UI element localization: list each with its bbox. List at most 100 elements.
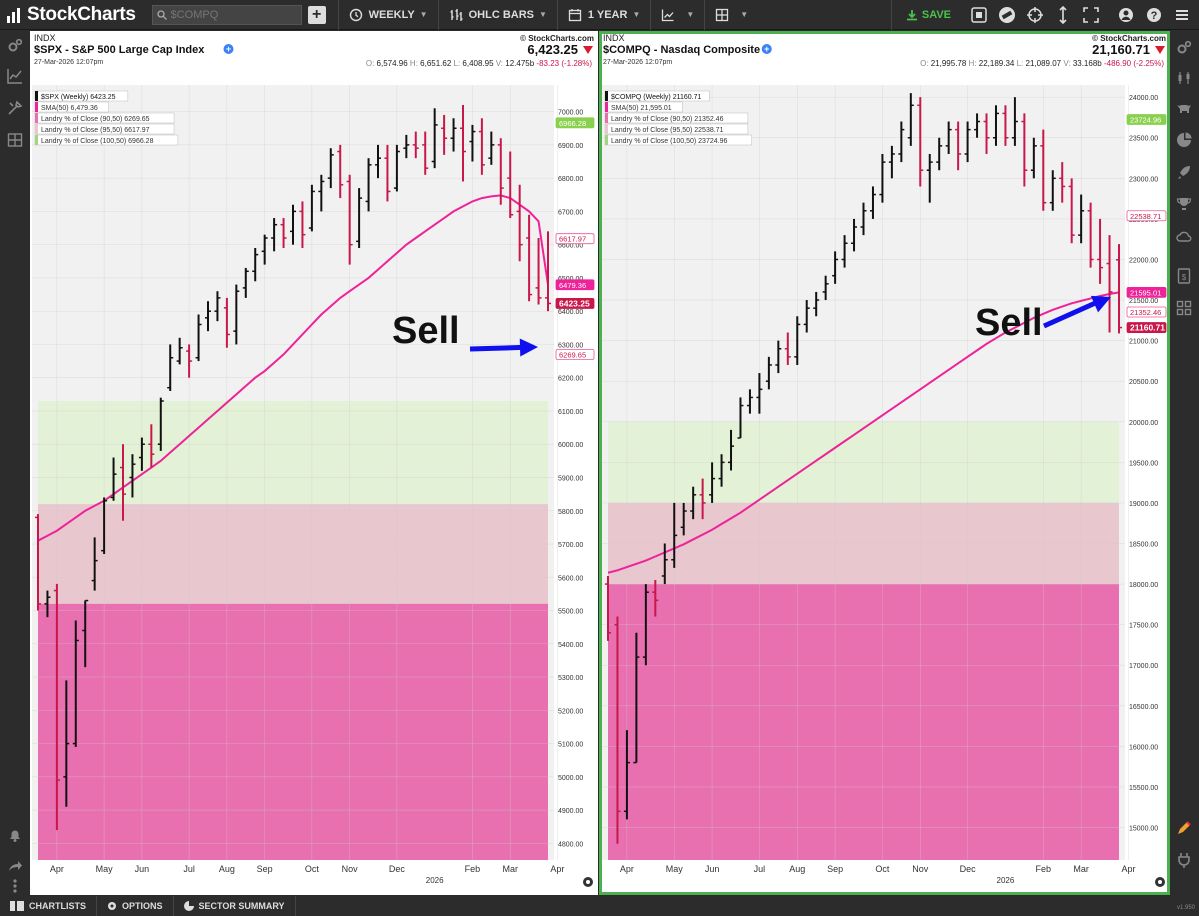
y-tick-label: 22000.00 <box>1129 257 1158 264</box>
x-tick-label: Jul <box>754 864 766 874</box>
plug-icon[interactable] <box>1176 852 1192 868</box>
ohlc-bar <box>775 340 782 374</box>
year-label: 2026 <box>997 876 1015 885</box>
sector-summary-button[interactable]: SECTOR SUMMARY <box>174 896 296 916</box>
menu-icon[interactable] <box>1171 4 1193 26</box>
period-dropdown[interactable]: WEEKLY ▼ <box>337 0 438 30</box>
indicators-dropdown[interactable]: ▼ <box>650 0 704 30</box>
help-icon[interactable]: ? <box>1143 4 1165 26</box>
apps-icon[interactable] <box>1176 300 1192 316</box>
layout-dropdown[interactable]: ▼ <box>704 0 758 30</box>
legend-swatch <box>605 124 608 134</box>
ohlc-bar <box>82 599 89 668</box>
trophy-icon[interactable] <box>1176 196 1192 212</box>
chart-settings-icon <box>1155 877 1165 887</box>
gears-icon[interactable] <box>7 38 23 54</box>
tools-icon[interactable] <box>7 100 23 116</box>
y-tick-label: 6300.00 <box>558 342 583 349</box>
price-tag: 23724.96 <box>1126 114 1167 125</box>
zoom-fit-icon[interactable] <box>968 4 990 26</box>
stat-key: O: <box>920 59 931 68</box>
ohlc-bar <box>72 620 79 747</box>
gears-icon[interactable] <box>1176 40 1192 56</box>
candlestick-icon[interactable] <box>1176 70 1192 86</box>
y-tick-label: 5300.00 <box>558 675 583 682</box>
ohlc-bar <box>737 397 744 439</box>
price-tag-box <box>555 279 595 291</box>
add-symbol-button[interactable]: + <box>307 5 326 24</box>
pen-color-icon[interactable] <box>1176 820 1192 836</box>
ohlc-bar <box>955 121 962 171</box>
price-tag-box <box>555 117 595 129</box>
pie-chart-icon <box>183 901 194 911</box>
spx-chart-panel[interactable]: INDX © StockCharts.com $SPX - S&P 500 Larg… <box>30 31 598 895</box>
chart-type-dropdown[interactable]: OHLC BARS ▼ <box>437 0 557 30</box>
search-input[interactable] <box>170 8 291 21</box>
cloud-icon[interactable] <box>1176 228 1192 244</box>
logo[interactable]: StockCharts <box>0 0 144 30</box>
user-icon[interactable] <box>1115 4 1137 26</box>
sell-arrow-head <box>1090 295 1111 313</box>
price-tag: 6617.97 <box>555 233 595 245</box>
symbol-search[interactable] <box>151 4 302 25</box>
crosshair-icon[interactable] <box>1024 4 1046 26</box>
y-tick-label: 20500.00 <box>1129 379 1158 386</box>
ohlc-bar <box>992 105 999 146</box>
ohlc-bar <box>91 537 98 591</box>
range-dropdown[interactable]: 1 YEAR ▼ <box>556 0 650 30</box>
pie-chart-icon[interactable] <box>1176 132 1192 148</box>
rocket-icon[interactable] <box>1176 164 1192 180</box>
price-tag: 6966.28 <box>555 117 595 129</box>
compq-chart[interactable]: INDX © StockCharts.com $COMPQ - Nasdaq Com… <box>599 31 1170 895</box>
y-tick-label: 5600.00 <box>558 575 583 582</box>
chartlists-button[interactable]: CHARTLISTS <box>0 896 97 916</box>
bull-icon[interactable] <box>1176 100 1192 116</box>
legend-entry: Landry % of Close (95,50) 6617.97 <box>41 127 150 134</box>
spx-chart[interactable]: INDX © StockCharts.com $SPX - S&P 500 Larg… <box>30 31 598 895</box>
fullscreen-icon[interactable] <box>1080 4 1102 26</box>
chart-area-icon[interactable] <box>7 68 23 84</box>
y-tick-label: 6100.00 <box>558 409 583 416</box>
ohlc-bar <box>120 444 126 521</box>
sell-arrow-shaft <box>1042 299 1101 329</box>
ohlc-bar <box>35 514 41 611</box>
y-tick-label: 21000.00 <box>1129 339 1158 346</box>
ohlc-bar <box>1059 162 1066 203</box>
x-tick-label: Dec <box>960 864 977 874</box>
y-tick-label: 6700.00 <box>558 209 583 216</box>
year-label: 2026 <box>426 876 444 885</box>
legend-entry: $SPX (Weekly) 6423.25 <box>41 94 116 101</box>
options-button[interactable]: OPTIONS <box>97 896 174 916</box>
x-tick-label: Oct <box>875 864 890 874</box>
line-chart-icon <box>662 9 674 21</box>
stat-value: 33.168b <box>1073 59 1102 68</box>
y-tick-label: 4800.00 <box>558 841 583 848</box>
info-icon-circle <box>223 44 234 54</box>
compq-chart-panel[interactable]: INDX © StockCharts.com $COMPQ - Nasdaq Com… <box>599 31 1170 895</box>
ohlc-bar <box>384 144 391 202</box>
stat-key: V: <box>1061 59 1073 68</box>
price-tag-text: 6269.65 <box>559 351 586 360</box>
ohlc-bar <box>460 104 466 182</box>
save-button[interactable]: SAVE <box>890 0 965 30</box>
more-vertical-icon[interactable] <box>7 878 23 894</box>
grid-icon[interactable] <box>7 132 23 148</box>
ohlc-bar <box>983 113 990 154</box>
chart-info-icon: + <box>761 44 772 54</box>
y-tick-label: 17500.00 <box>1129 623 1158 630</box>
stat-key: H: <box>966 59 978 68</box>
y-tick-label: 18000.00 <box>1129 582 1158 589</box>
bell-icon[interactable] <box>7 827 23 843</box>
x-tick-label: Sep <box>827 864 843 874</box>
ohlc-stats: O: 6,574.96 H: 6,651.62 L: 6,408.95 V: 1… <box>366 59 592 68</box>
share-icon[interactable] <box>7 858 23 874</box>
price-tag-box <box>1126 286 1167 298</box>
vertical-resize-icon[interactable] <box>1052 4 1074 26</box>
stat-value: 22,189.34 <box>979 59 1015 68</box>
ruler-icon[interactable] <box>996 4 1018 26</box>
ohlc-bar <box>765 356 772 390</box>
document-dollar-icon[interactable]: $ <box>1176 268 1192 284</box>
ohlc-bar <box>623 730 630 820</box>
y-tick-label: 18500.00 <box>1129 542 1158 549</box>
stat-key: L: <box>451 59 462 68</box>
